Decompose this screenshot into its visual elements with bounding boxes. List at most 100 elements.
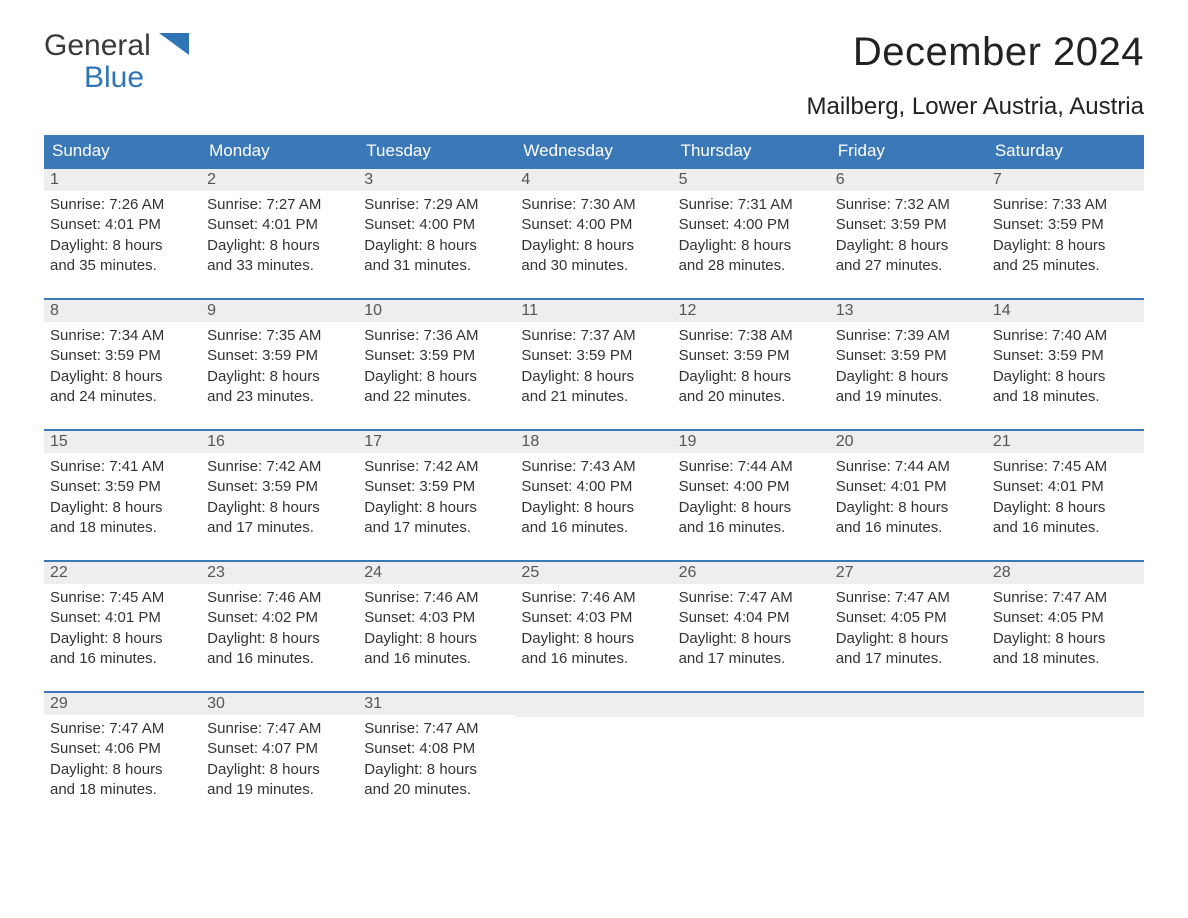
day-content: Sunrise: 7:34 AMSunset: 3:59 PMDaylight:… bbox=[44, 322, 201, 413]
daylight-line2: and 35 minutes. bbox=[50, 256, 195, 276]
weekday-header: Tuesday bbox=[358, 135, 515, 167]
sunrise: Sunrise: 7:35 AM bbox=[207, 326, 352, 346]
sunset: Sunset: 4:05 PM bbox=[993, 608, 1138, 628]
daylight-line1: Daylight: 8 hours bbox=[364, 498, 509, 518]
day-content: Sunrise: 7:37 AMSunset: 3:59 PMDaylight:… bbox=[515, 322, 672, 413]
day-number: 15 bbox=[44, 431, 201, 453]
sunrise: Sunrise: 7:27 AM bbox=[207, 195, 352, 215]
logo-word-blue: Blue bbox=[44, 61, 144, 94]
sunset: Sunset: 3:59 PM bbox=[521, 346, 666, 366]
day-number: 12 bbox=[673, 300, 830, 322]
sunset: Sunset: 3:59 PM bbox=[50, 346, 195, 366]
daylight-line2: and 16 minutes. bbox=[521, 649, 666, 669]
weekday-header: Friday bbox=[830, 135, 987, 167]
sunrise: Sunrise: 7:42 AM bbox=[364, 457, 509, 477]
daylight-line1: Daylight: 8 hours bbox=[836, 367, 981, 387]
sunrise: Sunrise: 7:32 AM bbox=[836, 195, 981, 215]
sunrise: Sunrise: 7:31 AM bbox=[679, 195, 824, 215]
day-number: 2 bbox=[201, 169, 358, 191]
day-cell: 25Sunrise: 7:46 AMSunset: 4:03 PMDayligh… bbox=[515, 562, 672, 675]
sunset: Sunset: 3:59 PM bbox=[207, 346, 352, 366]
day-content: Sunrise: 7:42 AMSunset: 3:59 PMDaylight:… bbox=[201, 453, 358, 544]
day-cell: 14Sunrise: 7:40 AMSunset: 3:59 PMDayligh… bbox=[987, 300, 1144, 413]
daylight-line2: and 25 minutes. bbox=[993, 256, 1138, 276]
day-number: 24 bbox=[358, 562, 515, 584]
daylight-line2: and 16 minutes. bbox=[50, 649, 195, 669]
day-number: 4 bbox=[515, 169, 672, 191]
sunset: Sunset: 4:01 PM bbox=[50, 608, 195, 628]
sunrise: Sunrise: 7:39 AM bbox=[836, 326, 981, 346]
sunrise: Sunrise: 7:30 AM bbox=[521, 195, 666, 215]
daylight-line1: Daylight: 8 hours bbox=[993, 367, 1138, 387]
day-content: Sunrise: 7:47 AMSunset: 4:07 PMDaylight:… bbox=[201, 715, 358, 806]
sunrise: Sunrise: 7:42 AM bbox=[207, 457, 352, 477]
weekday-header: Thursday bbox=[673, 135, 830, 167]
daylight-line1: Daylight: 8 hours bbox=[50, 760, 195, 780]
day-content: Sunrise: 7:29 AMSunset: 4:00 PMDaylight:… bbox=[358, 191, 515, 282]
day-number: 20 bbox=[830, 431, 987, 453]
daylight-line2: and 18 minutes. bbox=[50, 780, 195, 800]
sunrise: Sunrise: 7:44 AM bbox=[679, 457, 824, 477]
calendar: SundayMondayTuesdayWednesdayThursdayFrid… bbox=[44, 135, 1144, 806]
day-cell: 24Sunrise: 7:46 AMSunset: 4:03 PMDayligh… bbox=[358, 562, 515, 675]
daylight-line2: and 16 minutes. bbox=[521, 518, 666, 538]
daylight-line2: and 23 minutes. bbox=[207, 387, 352, 407]
sunrise: Sunrise: 7:46 AM bbox=[364, 588, 509, 608]
day-content: Sunrise: 7:35 AMSunset: 3:59 PMDaylight:… bbox=[201, 322, 358, 413]
day-content: Sunrise: 7:38 AMSunset: 3:59 PMDaylight:… bbox=[673, 322, 830, 413]
sunrise: Sunrise: 7:40 AM bbox=[993, 326, 1138, 346]
sunset: Sunset: 3:59 PM bbox=[993, 215, 1138, 235]
day-number: 6 bbox=[830, 169, 987, 191]
day-number: 31 bbox=[358, 693, 515, 715]
sunset: Sunset: 4:00 PM bbox=[679, 477, 824, 497]
day-number: 16 bbox=[201, 431, 358, 453]
day-number: 8 bbox=[44, 300, 201, 322]
day-number: 30 bbox=[201, 693, 358, 715]
sunset: Sunset: 4:01 PM bbox=[50, 215, 195, 235]
week-row: 1Sunrise: 7:26 AMSunset: 4:01 PMDaylight… bbox=[44, 167, 1144, 282]
day-number: 27 bbox=[830, 562, 987, 584]
sunrise: Sunrise: 7:38 AM bbox=[679, 326, 824, 346]
day-content: Sunrise: 7:30 AMSunset: 4:00 PMDaylight:… bbox=[515, 191, 672, 282]
day-content: Sunrise: 7:47 AMSunset: 4:05 PMDaylight:… bbox=[987, 584, 1144, 675]
daylight-line1: Daylight: 8 hours bbox=[993, 498, 1138, 518]
sunrise: Sunrise: 7:47 AM bbox=[364, 719, 509, 739]
daylight-line2: and 17 minutes. bbox=[679, 649, 824, 669]
sunrise: Sunrise: 7:47 AM bbox=[50, 719, 195, 739]
daylight-line2: and 17 minutes. bbox=[207, 518, 352, 538]
day-content: Sunrise: 7:27 AMSunset: 4:01 PMDaylight:… bbox=[201, 191, 358, 282]
day-number: 18 bbox=[515, 431, 672, 453]
sunset: Sunset: 3:59 PM bbox=[207, 477, 352, 497]
daylight-line2: and 18 minutes. bbox=[993, 649, 1138, 669]
day-content: Sunrise: 7:47 AMSunset: 4:05 PMDaylight:… bbox=[830, 584, 987, 675]
weekday-header: Saturday bbox=[987, 135, 1144, 167]
day-cell: 9Sunrise: 7:35 AMSunset: 3:59 PMDaylight… bbox=[201, 300, 358, 413]
logo-word-general: General bbox=[44, 29, 151, 62]
day-content: Sunrise: 7:46 AMSunset: 4:03 PMDaylight:… bbox=[358, 584, 515, 675]
day-number: 14 bbox=[987, 300, 1144, 322]
daylight-line2: and 24 minutes. bbox=[50, 387, 195, 407]
daylight-line2: and 27 minutes. bbox=[836, 256, 981, 276]
day-number: 21 bbox=[987, 431, 1144, 453]
daylight-line1: Daylight: 8 hours bbox=[521, 629, 666, 649]
day-number: 5 bbox=[673, 169, 830, 191]
sunrise: Sunrise: 7:45 AM bbox=[50, 588, 195, 608]
sunset: Sunset: 3:59 PM bbox=[679, 346, 824, 366]
daylight-line1: Daylight: 8 hours bbox=[836, 629, 981, 649]
daylight-line1: Daylight: 8 hours bbox=[679, 629, 824, 649]
sunset: Sunset: 3:59 PM bbox=[364, 346, 509, 366]
sunrise: Sunrise: 7:47 AM bbox=[993, 588, 1138, 608]
daylight-line1: Daylight: 8 hours bbox=[364, 367, 509, 387]
sunrise: Sunrise: 7:46 AM bbox=[521, 588, 666, 608]
sunset: Sunset: 4:06 PM bbox=[50, 739, 195, 759]
daylight-line1: Daylight: 8 hours bbox=[207, 236, 352, 256]
daylight-line1: Daylight: 8 hours bbox=[364, 236, 509, 256]
day-cell: 3Sunrise: 7:29 AMSunset: 4:00 PMDaylight… bbox=[358, 169, 515, 282]
daylight-line1: Daylight: 8 hours bbox=[521, 367, 666, 387]
daylight-line2: and 16 minutes. bbox=[993, 518, 1138, 538]
daylight-line1: Daylight: 8 hours bbox=[207, 760, 352, 780]
day-number: 10 bbox=[358, 300, 515, 322]
sunset: Sunset: 4:07 PM bbox=[207, 739, 352, 759]
day-content: Sunrise: 7:43 AMSunset: 4:00 PMDaylight:… bbox=[515, 453, 672, 544]
sunset: Sunset: 4:04 PM bbox=[679, 608, 824, 628]
